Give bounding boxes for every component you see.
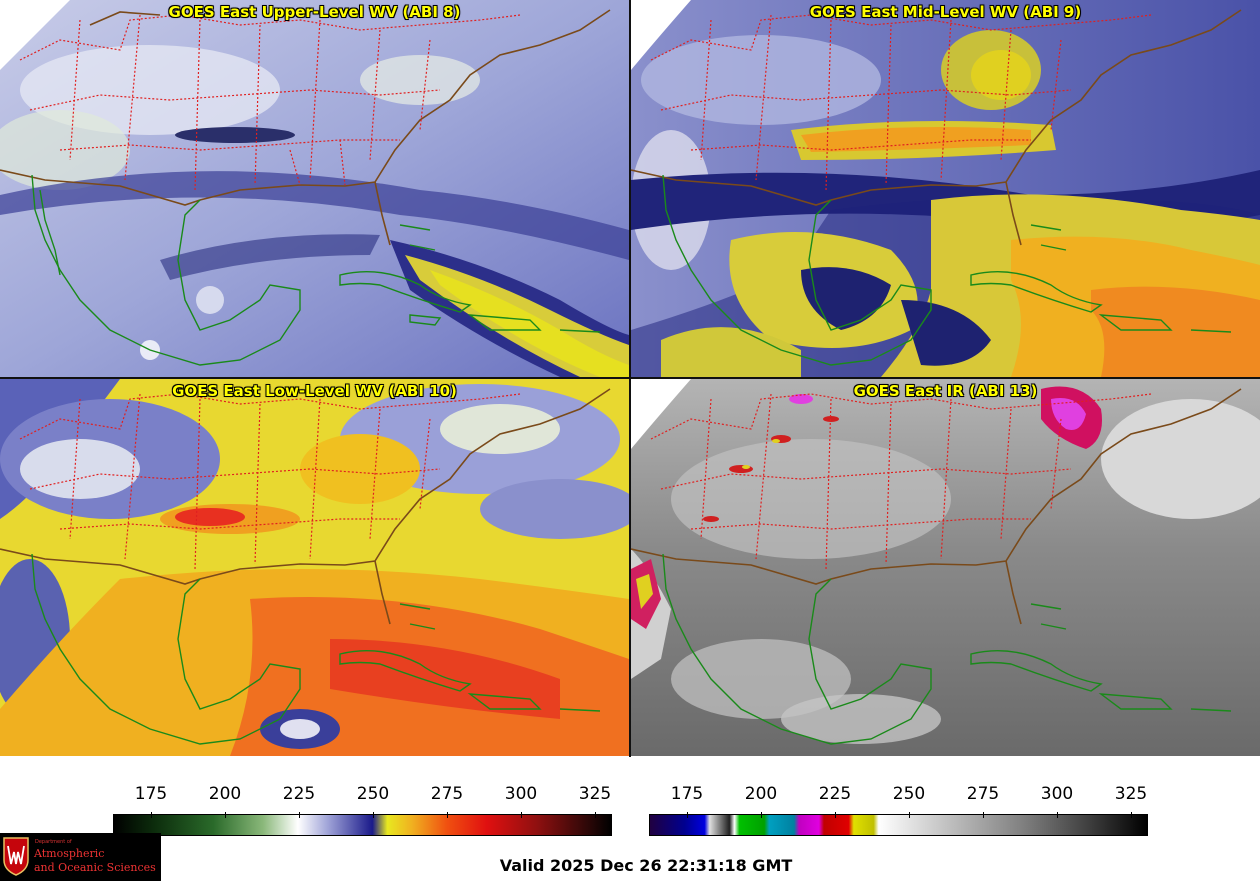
aos-logo: Department of Atmospheric and Oceanic Sc… <box>0 833 161 881</box>
ir-map <box>631 379 1260 756</box>
uw-shield-icon <box>3 837 29 876</box>
logo-dept-text: Department of <box>35 839 72 845</box>
valid-time: Valid 2025 Dec 26 22:31:18 GMT <box>499 856 793 875</box>
logo-line1: Atmospheric <box>34 847 105 860</box>
ir-tick-label: 300 <box>1040 784 1074 804</box>
panel-mid-level-wv: GOES East Mid-Level WV (ABI 9) <box>631 0 1260 377</box>
panel-divider-horizontal <box>0 377 1260 379</box>
panel-upper-level-wv: GOES East Upper-Level WV (ABI 8) <box>0 0 629 377</box>
wv-tick-label: 225 <box>282 784 316 804</box>
ir-tick-label: 250 <box>892 784 926 804</box>
logo-line2: and Oceanic Sciences <box>34 861 156 874</box>
wv-tick-label: 325 <box>578 784 612 804</box>
ir-tick-label: 325 <box>1114 784 1148 804</box>
wv-tick-label: 175 <box>134 784 168 804</box>
panel-ir: GOES East IR (ABI 13) <box>631 379 1260 756</box>
upper-level-wv-map <box>0 0 629 377</box>
ir-tick-label: 175 <box>670 784 704 804</box>
ir-tick-label: 225 <box>818 784 852 804</box>
wv-tick-label: 300 <box>504 784 538 804</box>
mid-level-wv-map <box>631 0 1260 377</box>
wv-tick-label: 275 <box>430 784 464 804</box>
low-level-wv-map <box>0 379 629 756</box>
ir-colorbar-gradient <box>649 814 1148 836</box>
wv-tick-label: 200 <box>208 784 242 804</box>
wv-colorbar-gradient <box>113 814 612 836</box>
panel-low-level-wv: GOES East Low-Level WV (ABI 10) <box>0 379 629 756</box>
wv-tick-label: 250 <box>356 784 390 804</box>
ir-tick-label: 200 <box>744 784 778 804</box>
ir-tick-label: 275 <box>966 784 1000 804</box>
